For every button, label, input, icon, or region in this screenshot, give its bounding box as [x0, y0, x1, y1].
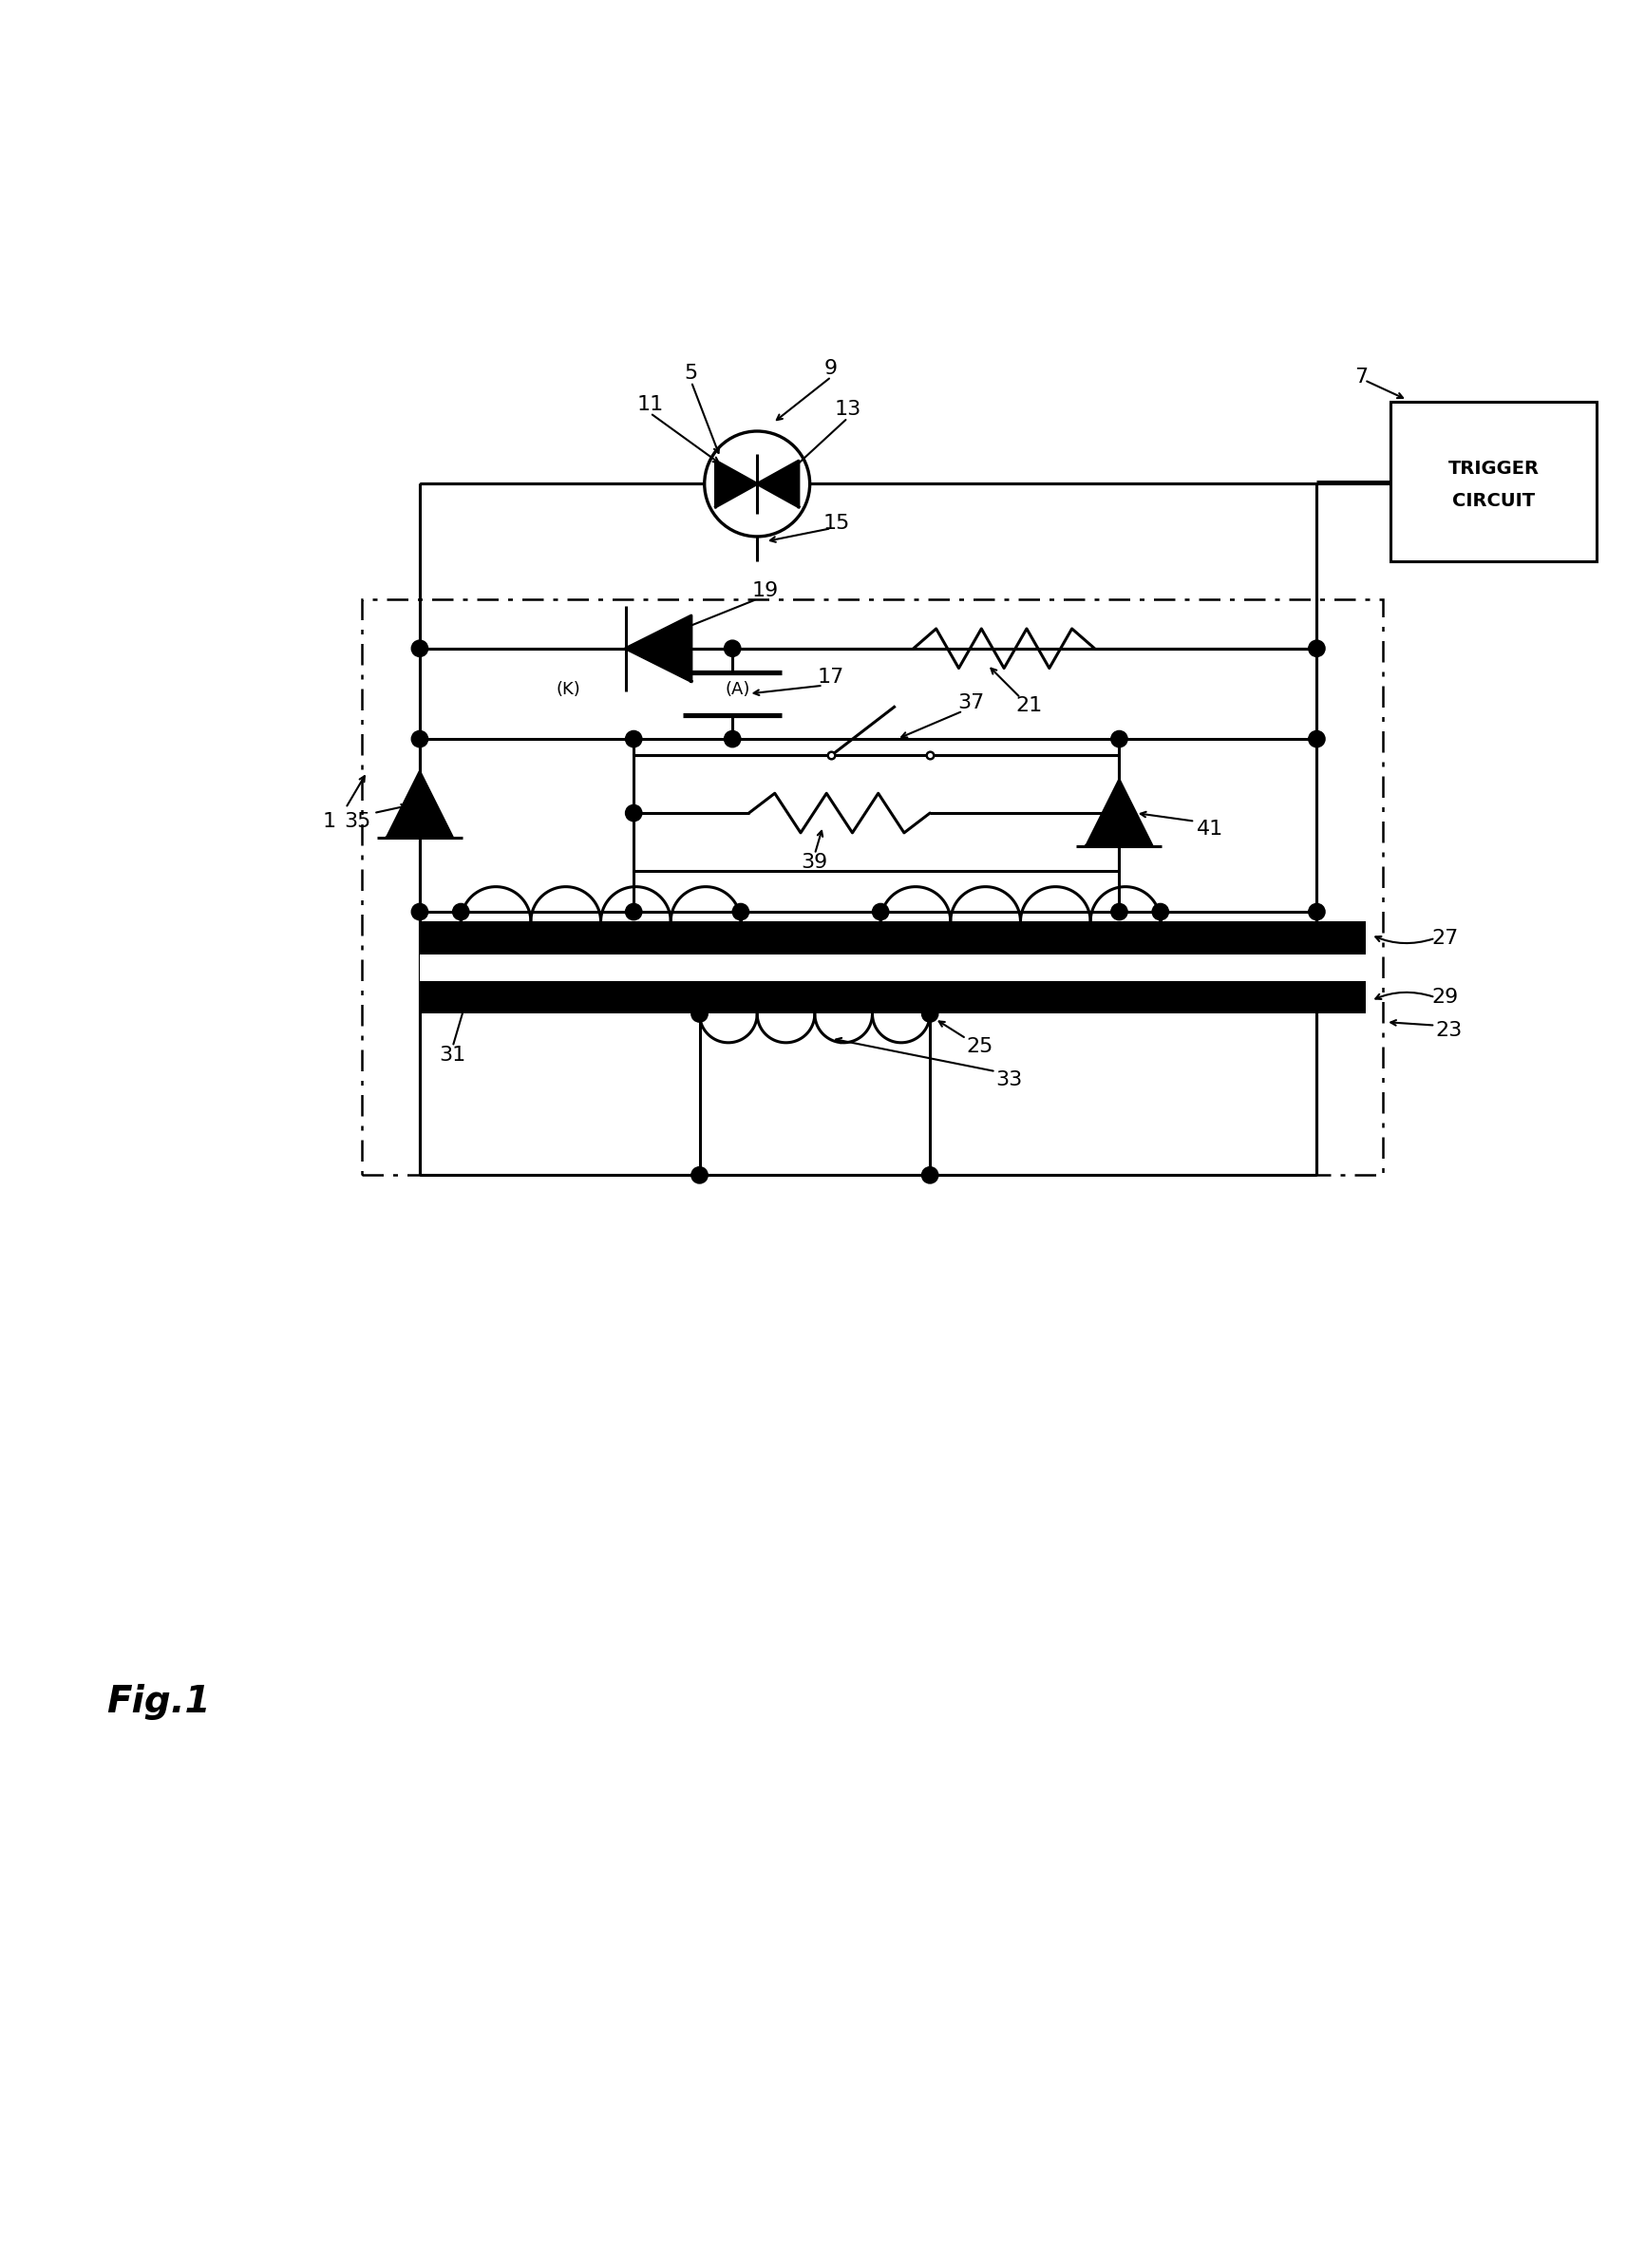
- Text: 39: 39: [801, 853, 827, 871]
- Text: (K): (K): [556, 680, 579, 699]
- Text: CIRCUIT: CIRCUIT: [1451, 492, 1535, 510]
- Circle shape: [411, 903, 428, 921]
- Circle shape: [691, 1005, 707, 1023]
- Circle shape: [872, 903, 888, 921]
- Text: 23: 23: [1434, 1021, 1461, 1039]
- Circle shape: [411, 640, 428, 658]
- Circle shape: [625, 903, 642, 921]
- Bar: [419, 921, 1365, 955]
- Circle shape: [732, 903, 748, 921]
- Circle shape: [452, 903, 469, 921]
- FancyBboxPatch shape: [1390, 401, 1596, 560]
- Circle shape: [1110, 730, 1127, 746]
- Circle shape: [691, 1168, 707, 1184]
- Text: 31: 31: [439, 1046, 466, 1064]
- Text: 25: 25: [966, 1036, 992, 1057]
- Bar: [419, 955, 1365, 982]
- Polygon shape: [757, 460, 798, 508]
- Text: 33: 33: [995, 1070, 1022, 1089]
- Text: 35: 35: [344, 812, 370, 830]
- Circle shape: [411, 730, 428, 746]
- Circle shape: [625, 805, 642, 821]
- Text: 11: 11: [637, 395, 663, 415]
- Circle shape: [921, 1168, 938, 1184]
- Text: 21: 21: [1015, 696, 1041, 717]
- Polygon shape: [387, 771, 452, 837]
- Text: (A): (A): [724, 680, 750, 699]
- Circle shape: [724, 730, 740, 746]
- FancyBboxPatch shape: [633, 755, 1119, 871]
- Circle shape: [921, 1005, 938, 1023]
- Text: 5: 5: [684, 365, 697, 383]
- Text: 9: 9: [824, 358, 837, 379]
- Text: 41: 41: [1196, 821, 1222, 839]
- Circle shape: [1110, 805, 1127, 821]
- Text: 7: 7: [1354, 367, 1367, 386]
- Circle shape: [724, 640, 740, 658]
- Text: 29: 29: [1431, 989, 1457, 1007]
- Circle shape: [625, 730, 642, 746]
- Text: Fig.1: Fig.1: [107, 1683, 211, 1719]
- Text: 19: 19: [752, 581, 778, 601]
- Circle shape: [1308, 903, 1324, 921]
- Text: 37: 37: [957, 694, 984, 712]
- Text: 17: 17: [818, 667, 844, 687]
- Polygon shape: [716, 460, 757, 508]
- Polygon shape: [625, 615, 691, 680]
- Text: 15: 15: [822, 515, 849, 533]
- Text: 1: 1: [322, 812, 336, 830]
- Bar: [419, 982, 1365, 1014]
- Polygon shape: [1086, 780, 1152, 846]
- Text: TRIGGER: TRIGGER: [1448, 458, 1538, 476]
- Circle shape: [1110, 903, 1127, 921]
- Circle shape: [1308, 730, 1324, 746]
- Circle shape: [1308, 640, 1324, 658]
- Text: 27: 27: [1431, 928, 1457, 948]
- Text: 13: 13: [834, 399, 860, 420]
- Circle shape: [1152, 903, 1168, 921]
